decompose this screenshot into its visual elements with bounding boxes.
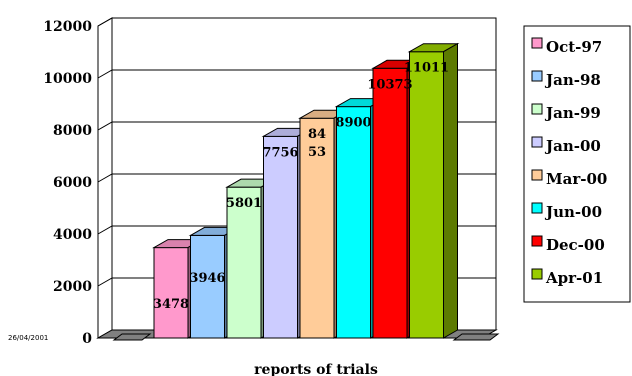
data-label: 84 53 [308, 127, 326, 160]
data-label: 8900 [335, 116, 371, 131]
legend-label: Jan-98 [544, 71, 601, 89]
legend: Oct-97 Jan-98 Jan-99 Jan-00 Mar-00 Jun-00 Dec-… [523, 25, 631, 303]
bar-front [336, 106, 371, 339]
legend-label: Jan-00 [544, 137, 601, 155]
legend-label: Jan-99 [544, 104, 601, 122]
legend-swatch [531, 103, 543, 115]
legend-swatch [531, 169, 543, 181]
legend-item-Jan-98: Jan-98 [531, 70, 601, 89]
legend-label: Mar-00 [546, 170, 607, 188]
bar-front [372, 67, 408, 339]
legend-item-Dec-00: Dec-00 [531, 235, 605, 254]
legend-box [523, 25, 631, 303]
y-tick-label: 2000 [53, 279, 92, 295]
legend-swatch [531, 202, 543, 214]
bar-Apr-01 [407, 42, 460, 339]
legend-label: Apr-01 [545, 269, 603, 287]
legend-label: Dec-00 [546, 236, 605, 254]
y-axis-ticks: 0 2000 4000 6000 8000 10000 12000 [43, 19, 92, 347]
legend-item-Mar-00: Mar-00 [531, 169, 607, 188]
legend-label: Oct-97 [546, 38, 602, 56]
data-label: 3478 [153, 297, 189, 312]
legend-swatch [531, 70, 543, 82]
y-tick-label: 8000 [53, 123, 92, 139]
legend-item-Apr-01: Apr-01 [531, 268, 603, 287]
legend-item-Oct-97: Oct-97 [531, 37, 602, 56]
legend-item-Jun-00: Jun-00 [531, 202, 602, 221]
bar-side [443, 42, 458, 339]
x-axis-label: reports of trials [254, 362, 378, 376]
y-tick-label: 10000 [43, 71, 92, 87]
legend-label: Jun-00 [544, 203, 602, 221]
data-label: 10373 [367, 77, 412, 92]
legend-swatch [531, 235, 543, 247]
bar-front [409, 51, 444, 339]
bars [152, 42, 460, 339]
y-tick-label: 4000 [53, 227, 92, 243]
legend-swatch [531, 37, 543, 49]
data-label: 11011 [404, 61, 449, 76]
y-tick-label: 6000 [53, 175, 92, 191]
y-tick-label: 12000 [43, 19, 92, 35]
bar-front [153, 247, 189, 339]
bar-front [226, 186, 262, 339]
data-label: 7756 [262, 145, 298, 160]
date-stamp: 26/04/2001 [8, 334, 48, 342]
legend-item-Jan-00: Jan-00 [531, 136, 601, 155]
data-label: 5801 [226, 196, 262, 211]
floor-ledge-left [112, 333, 152, 341]
bar-front [299, 117, 335, 339]
y-tick-label: 0 [82, 331, 92, 347]
grid-line [97, 69, 496, 79]
legend-swatch [531, 268, 543, 280]
bar-front [263, 135, 298, 339]
data-label: 3946 [189, 271, 225, 286]
legend-swatch [531, 136, 543, 148]
floor-ledge-right [452, 333, 500, 341]
bar-front [190, 234, 225, 339]
legend-item-Jan-99: Jan-99 [531, 103, 601, 122]
grid-line [97, 17, 496, 27]
